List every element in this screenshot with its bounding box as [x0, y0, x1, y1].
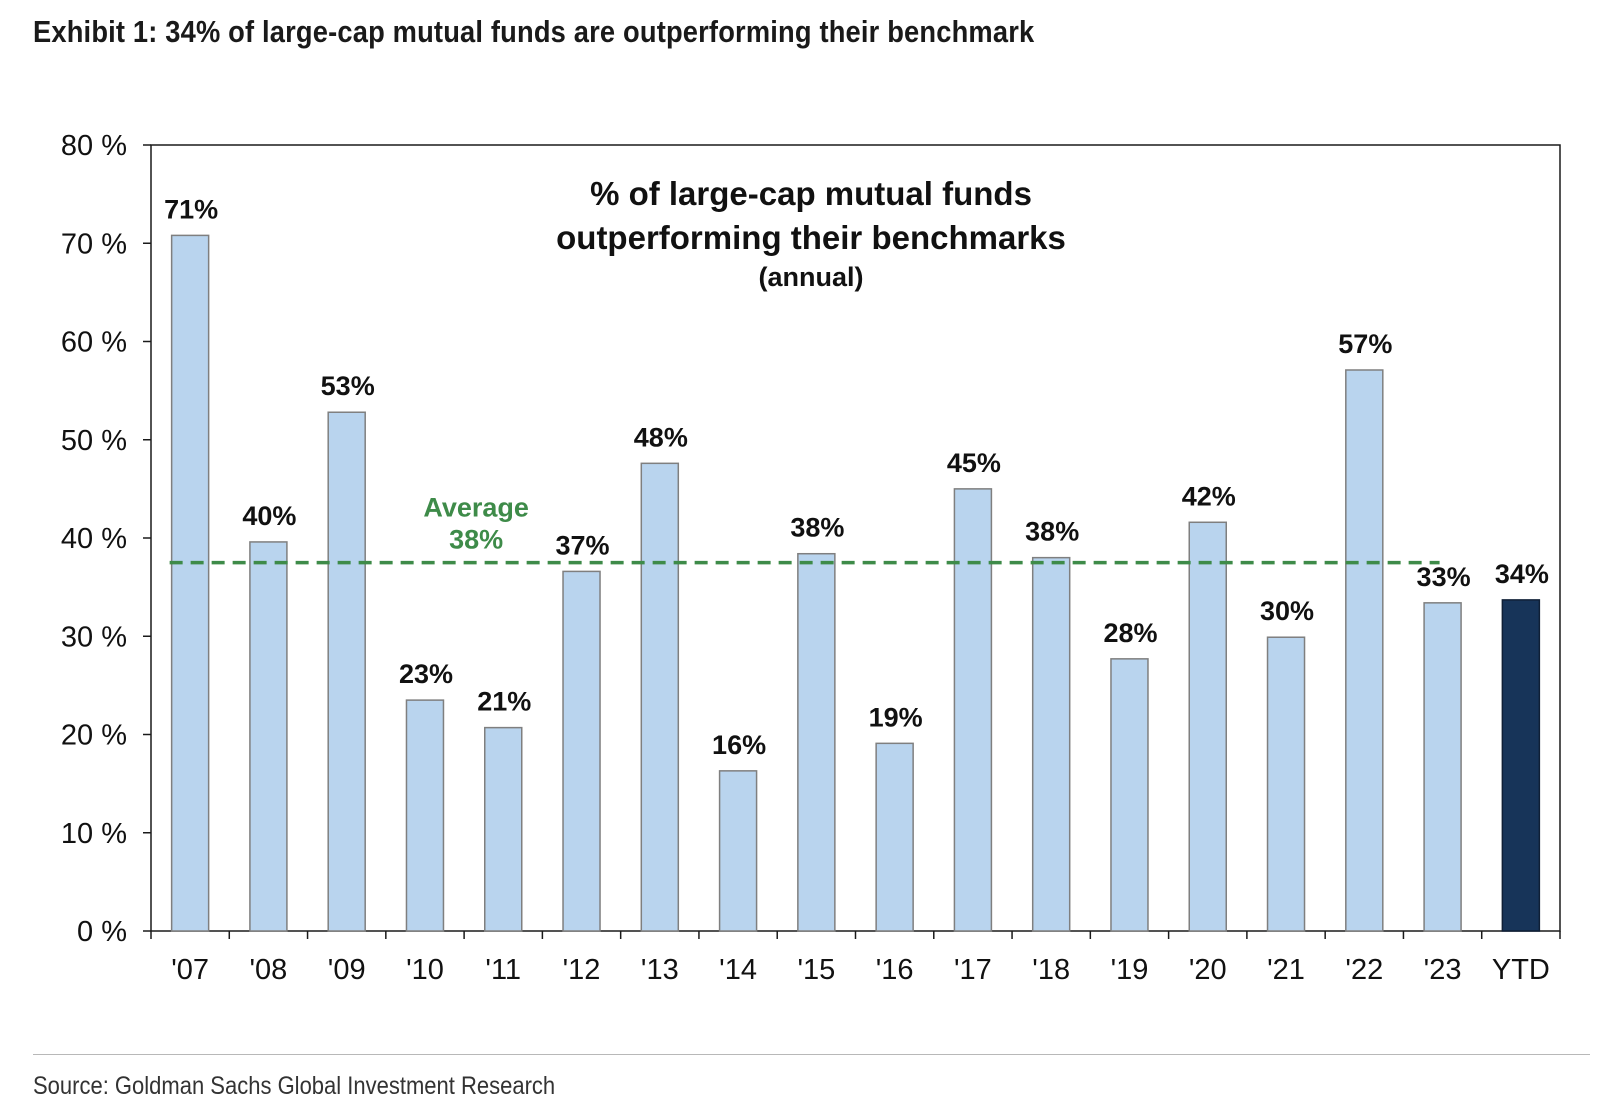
x-tick-label: '15 — [797, 954, 835, 986]
x-tick-label: '11 — [485, 954, 521, 986]
bar — [1345, 369, 1384, 932]
y-tick-label: 50 % — [61, 425, 127, 457]
x-tick-label: '09 — [328, 954, 366, 986]
y-tick-label: 40 % — [61, 523, 127, 555]
x-tick-label: '17 — [954, 954, 992, 986]
data-label: 37% — [556, 530, 610, 560]
bar — [797, 552, 836, 932]
bar — [640, 462, 680, 932]
bar-highlight — [1501, 599, 1541, 932]
bar — [875, 742, 914, 932]
x-tick-label: '10 — [406, 954, 444, 986]
x-tick-label: '20 — [1189, 954, 1227, 986]
y-tick-label: 20 % — [61, 720, 127, 752]
chart-title-line-2: outperforming their benchmarks — [556, 219, 1066, 256]
x-tick-label: '16 — [876, 954, 914, 986]
x-tick-label: YTD — [1492, 954, 1550, 986]
data-label: 40% — [242, 501, 296, 531]
source-divider — [33, 1054, 1590, 1055]
x-tick-label: '19 — [1111, 954, 1149, 986]
x-tick-label: '08 — [250, 954, 288, 986]
data-labels: 71% 40% 53% 23% 21% 37% 48% 16% 38% 19% 45% 38% 28% 4… — [164, 194, 1549, 759]
chart-subtitle: (annual) — [759, 262, 864, 292]
y-axis: 0 % 10 % 20 % 30 % 40 % 50 % 60 % 70 % 80 % — [61, 130, 151, 948]
data-label: 48% — [634, 422, 688, 452]
x-tick-label: '13 — [641, 954, 679, 986]
exhibit-title: Exhibit 1: 34% of large-cap mutual funds… — [33, 14, 1035, 49]
chart-title-line-1: % of large-cap mutual funds — [590, 175, 1032, 212]
bar — [1110, 658, 1149, 932]
y-tick-label: 60 % — [61, 327, 127, 359]
source-note: Source: Goldman Sachs Global Investment … — [33, 1072, 556, 1100]
bar — [1423, 602, 1462, 932]
y-tick-label: 80 % — [61, 130, 127, 162]
x-axis: '07 '08 '09 '10 '11 '12 '13 '14 '15 '16 '17 '18 '19 '… — [150, 931, 1561, 986]
bar — [562, 570, 601, 932]
y-tick-label: 30 % — [61, 621, 127, 653]
bar — [1188, 521, 1227, 932]
bar — [170, 234, 210, 932]
x-tick-label: '23 — [1424, 954, 1462, 986]
y-tick-label: 0 % — [77, 916, 127, 948]
data-label: 71% — [164, 194, 218, 224]
data-label: 53% — [321, 371, 375, 401]
bar — [1266, 636, 1306, 932]
data-label: 16% — [712, 730, 766, 760]
y-tick-label: 70 % — [61, 228, 127, 260]
data-label: 38% — [790, 513, 844, 543]
y-tick-label: 10 % — [61, 818, 127, 850]
bars — [170, 234, 1541, 932]
x-tick-label: '12 — [563, 954, 601, 986]
data-label: 34% — [1495, 559, 1549, 589]
x-tick-label: '21 — [1267, 954, 1305, 986]
average-value-label: 38% — [449, 525, 503, 555]
bar — [327, 411, 366, 932]
bar — [718, 770, 758, 932]
data-label: 30% — [1260, 596, 1314, 626]
data-label: 38% — [1025, 517, 1079, 547]
data-label: 57% — [1338, 329, 1392, 359]
data-label: 21% — [477, 687, 531, 717]
x-tick-label: '18 — [1032, 954, 1070, 986]
bar — [405, 699, 445, 932]
bar — [1031, 556, 1071, 932]
data-label: 23% — [399, 659, 453, 689]
x-tick-label: '14 — [719, 954, 757, 986]
data-label: 45% — [947, 448, 1001, 478]
average-label: Average — [423, 493, 529, 523]
data-label: 33% — [1417, 562, 1471, 592]
bar — [953, 488, 993, 932]
x-tick-label: '07 — [171, 954, 209, 986]
bar — [249, 541, 288, 932]
data-label: 19% — [869, 702, 923, 732]
bar-chart: 0 %10 %20 %30 %40 %50 %60 %70 %80 % '07 '… — [61, 130, 1561, 986]
data-label: 42% — [1182, 481, 1236, 511]
bar — [484, 726, 523, 932]
x-tick-label: '22 — [1345, 954, 1383, 986]
data-label: 28% — [1103, 618, 1157, 648]
